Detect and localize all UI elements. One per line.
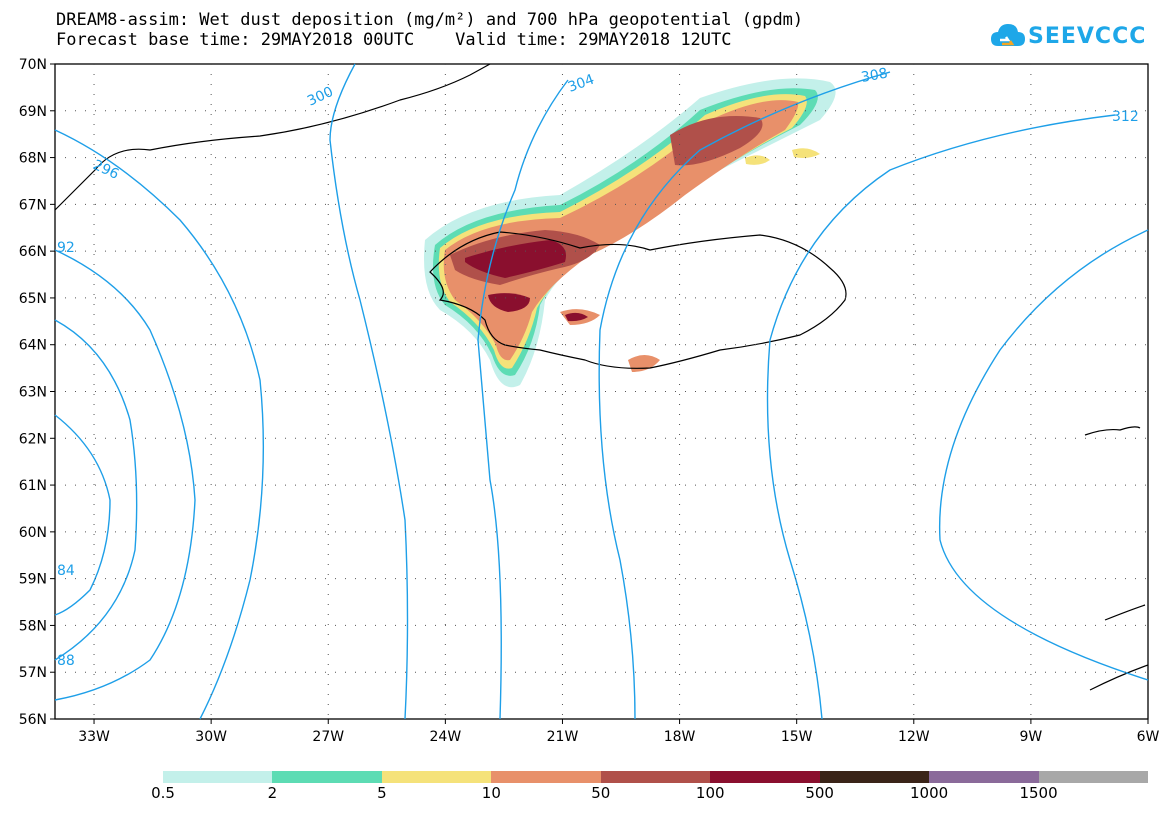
- legend-swatch: [1038, 771, 1148, 783]
- longitude-labels: 33W 30W 27W 24W 21W 18W 15W 12W 9W 6W: [78, 729, 1159, 745]
- legend-label: 50: [591, 784, 611, 802]
- lat-label: 66N: [19, 244, 47, 260]
- lat-label: 56N: [19, 712, 47, 728]
- lat-label: 69N: [19, 104, 47, 120]
- lat-label: 58N: [19, 618, 47, 634]
- legend-label: 1000: [910, 784, 949, 802]
- lon-label: 27W: [312, 729, 344, 745]
- chart-title: DREAM8-assim: Wet dust deposition (mg/m²…: [56, 10, 804, 30]
- legend-label: 10: [481, 784, 501, 802]
- lon-label: 30W: [195, 729, 227, 745]
- contour-label-312: 312: [1112, 109, 1139, 125]
- lat-label: 59N: [19, 572, 47, 588]
- lat-label: 63N: [19, 385, 47, 401]
- lat-label: 64N: [19, 338, 47, 354]
- lon-label: 15W: [781, 729, 813, 745]
- lat-label: 67N: [19, 197, 47, 213]
- legend-swatch: [163, 771, 273, 783]
- contour-label-88: 88: [57, 653, 75, 669]
- legend-swatch: [929, 771, 1039, 783]
- legend-label: 2: [267, 784, 278, 802]
- lat-label: 60N: [19, 525, 47, 541]
- legend-label: 1500: [1019, 784, 1058, 802]
- dust-deposition-field: [424, 78, 836, 388]
- plot-frame: [54, 63, 1149, 720]
- lat-label: 70N: [19, 57, 47, 73]
- legend-swatch: [600, 771, 711, 783]
- lat-label: 68N: [19, 151, 47, 167]
- geopotential-contours: [54, 63, 1149, 720]
- legend-swatch: [819, 771, 930, 783]
- lon-label: 21W: [547, 729, 579, 745]
- graticule: [50, 63, 1149, 724]
- chart-subtitle: Forecast base time: 29MAY2018 00UTC Vali…: [56, 30, 732, 50]
- coastline: [54, 63, 1149, 691]
- lon-label: 9W: [1020, 729, 1043, 745]
- lat-label: 57N: [19, 665, 47, 681]
- legend-swatch: [381, 771, 492, 783]
- contour-label-92: 92: [57, 240, 75, 256]
- latitude-labels: 70N 69N 68N 67N 66N 65N 64N 63N 62N 61N 60N 59N 58N 5…: [19, 57, 47, 728]
- lat-label: 61N: [19, 478, 47, 494]
- legend-label: 5: [377, 784, 387, 802]
- lon-label: 6W: [1137, 729, 1160, 745]
- lon-label: 33W: [78, 729, 110, 745]
- seevccc-logo: SEEVCCC: [990, 20, 1145, 60]
- lon-label: 24W: [430, 729, 462, 745]
- legend-label: 100: [695, 784, 725, 802]
- lon-label: 12W: [898, 729, 930, 745]
- lat-label: 65N: [19, 291, 47, 307]
- contour-label-84: 84: [57, 563, 75, 579]
- legend-label: 0.5: [151, 784, 175, 802]
- legend-swatch: [272, 771, 382, 783]
- legend-label: 500: [805, 784, 834, 802]
- lat-label: 62N: [19, 431, 47, 447]
- contour-label-308: 308: [860, 66, 889, 86]
- color-legend: [163, 771, 1148, 783]
- cloud-logo-icon: [991, 24, 1025, 46]
- legend-swatch: [491, 771, 601, 783]
- lon-label: 18W: [664, 729, 696, 745]
- legend-swatch: [710, 771, 820, 783]
- logo-text: SEEVCCC: [1028, 24, 1147, 49]
